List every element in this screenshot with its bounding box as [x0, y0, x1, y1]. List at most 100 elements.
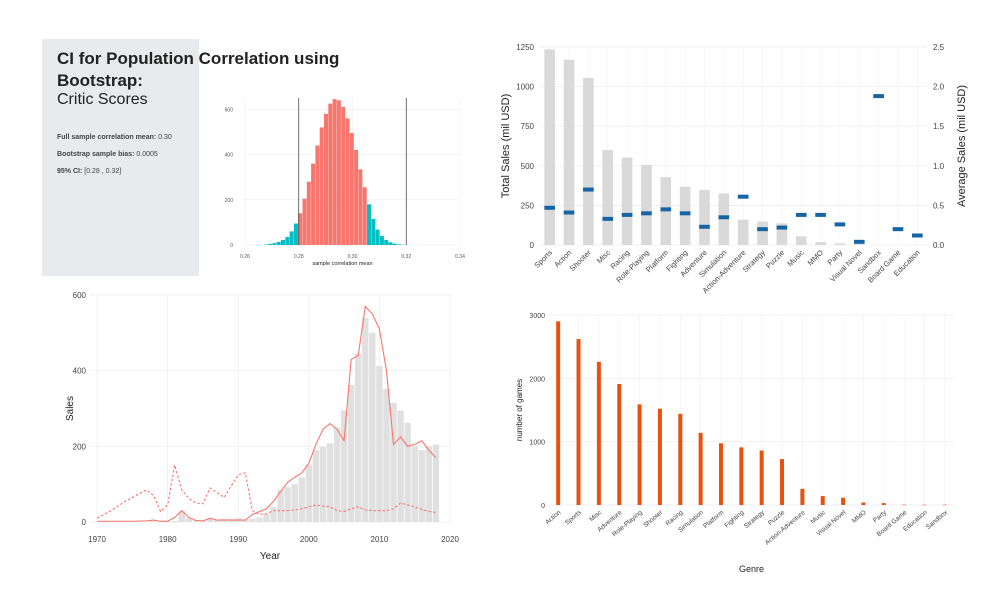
sales-bar [699, 189, 710, 245]
genre-bar [780, 459, 785, 505]
y-tick-label: 250 [521, 201, 535, 210]
dashed-series-line [96, 465, 436, 519]
average-mark [718, 215, 730, 220]
sales-bar [815, 242, 826, 245]
x-tick-label: 2020 [441, 535, 459, 544]
histogram-bar [345, 118, 350, 245]
year-bar [340, 410, 348, 522]
histogram-bar [362, 187, 367, 245]
histogram-bar [341, 107, 346, 245]
sales-bar [602, 149, 614, 245]
y-tick-label: 200 [225, 198, 234, 204]
x-tick-label: Music [785, 248, 805, 268]
histogram-bar [272, 243, 277, 245]
average-mark [815, 212, 826, 217]
genre-bar [556, 321, 561, 505]
histogram-bar [388, 242, 393, 245]
histogram-bar [392, 243, 397, 245]
genre-bar [759, 450, 764, 505]
year-bar [369, 332, 376, 522]
sales-bar [795, 236, 807, 245]
x-tick-label: Fighting [723, 509, 746, 529]
histogram-bar [397, 244, 402, 245]
average-mark [853, 239, 865, 244]
year-bar [355, 353, 362, 522]
y-tick-label: 3000 [529, 313, 545, 320]
genre-bar [861, 502, 866, 505]
average-mark [834, 222, 846, 227]
genre-bar [698, 432, 703, 505]
histogram-bar [384, 240, 389, 245]
year-bar [213, 519, 221, 522]
y-right-tick-label: 1.5 [933, 122, 945, 131]
y-axis-label: Sales [65, 396, 76, 421]
year-bar [150, 520, 157, 522]
average-mark [544, 205, 555, 210]
x-tick-label: Sandbox [925, 509, 950, 531]
bootstrap-histogram-chart: 0 200 400 600 0.26 0.28 0.30 0.32 0.34 sample cor… [225, 98, 465, 267]
y-tick-label: 200 [73, 442, 87, 451]
year-bar [390, 402, 397, 522]
average-mark [583, 187, 594, 192]
x-tick-label: Action [544, 509, 563, 526]
y-right-tick-label: 1.0 [933, 162, 945, 171]
x-tick-label: 0.34 [455, 254, 465, 260]
year-bar [277, 489, 284, 522]
sales-bar [757, 221, 768, 245]
y-right-tick-label: 0.5 [933, 201, 945, 210]
x-tick-label: 0.28 [294, 254, 304, 260]
x-tick-label: 2010 [371, 535, 389, 544]
year-bar [263, 513, 270, 522]
x-tick-label: Misc [588, 509, 603, 523]
genre-bar [718, 443, 723, 505]
histogram-bar [306, 181, 311, 245]
year-bar [383, 388, 390, 522]
year-bar [362, 317, 369, 522]
average-mark [602, 216, 614, 221]
year-bar [326, 443, 334, 522]
genre-bar [678, 413, 683, 505]
x-tick-label: Shooter [642, 509, 665, 530]
x-tick-label: Music [810, 509, 828, 526]
ci-info-box [42, 39, 199, 276]
year-bar [270, 506, 277, 522]
year-bar [192, 520, 200, 522]
x-tick-label: 1980 [159, 535, 177, 544]
genre-bar [881, 503, 886, 505]
average-mark [873, 94, 884, 99]
x-tick-label: 0.32 [401, 254, 411, 260]
x-tick-label: Platform [702, 509, 725, 530]
genre-bar [617, 384, 622, 505]
genre-bar [576, 339, 581, 505]
y-axis-label: number of games [515, 379, 524, 441]
year-bar [185, 518, 192, 522]
histogram-bar [358, 169, 363, 245]
stat-bias: Bootstrap sample bias: 0.0005 [57, 151, 158, 158]
sales-bar [776, 223, 788, 245]
histogram-bar [324, 113, 329, 245]
sales-bar [853, 244, 865, 245]
solid-series-line [97, 305, 437, 522]
x-tick-label: Strategy [743, 509, 767, 530]
histogram-bar [332, 99, 337, 245]
year-bar [171, 520, 178, 522]
x-tick-label: 0.30 [348, 254, 358, 260]
y-right-tick-label: 2.5 [933, 43, 945, 52]
y-tick-label: 1000 [529, 440, 545, 447]
year-bar [242, 519, 249, 522]
sales-bar [583, 77, 594, 245]
histogram-bar [298, 213, 303, 245]
year-bar [411, 446, 418, 522]
y-right-axis-label: Average Sales (mil USD) [956, 85, 968, 207]
x-axis-label: Genre [739, 564, 764, 574]
year-bar [333, 427, 341, 522]
y-tick-label: 0 [530, 241, 535, 250]
histogram-bar [367, 204, 372, 245]
year-bar [425, 446, 432, 522]
year-bar [305, 464, 312, 522]
histogram-bar [336, 100, 341, 245]
histogram-bar [315, 145, 320, 245]
histogram-bar [302, 198, 307, 245]
y-tick-label: 500 [521, 162, 535, 171]
